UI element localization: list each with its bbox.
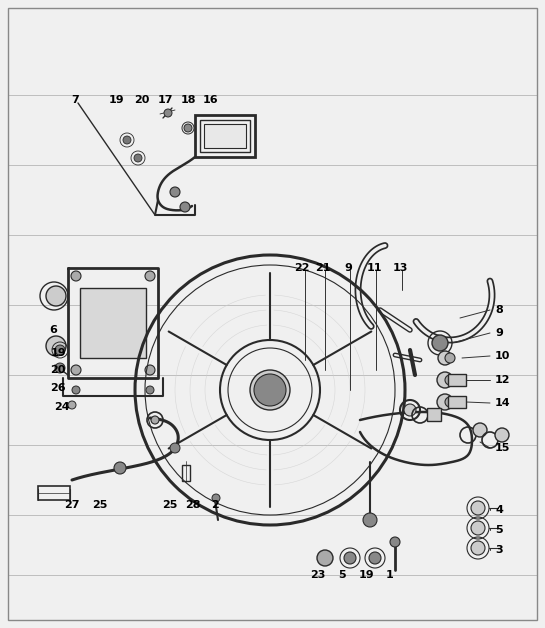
Circle shape	[164, 109, 172, 117]
Circle shape	[404, 404, 416, 416]
Text: 19: 19	[359, 570, 375, 580]
Text: 3: 3	[495, 545, 502, 555]
Circle shape	[114, 462, 126, 474]
Text: 9: 9	[495, 328, 503, 338]
Text: 17: 17	[158, 95, 173, 105]
Circle shape	[471, 541, 485, 555]
Circle shape	[445, 375, 455, 385]
Bar	[38, 486, 70, 500]
Circle shape	[184, 124, 192, 132]
Circle shape	[46, 336, 66, 356]
Circle shape	[134, 154, 142, 162]
Text: 19: 19	[109, 95, 125, 105]
Circle shape	[317, 550, 333, 566]
Circle shape	[55, 345, 65, 355]
Circle shape	[471, 521, 485, 535]
Circle shape	[46, 286, 66, 306]
Circle shape	[170, 187, 180, 197]
Circle shape	[344, 552, 356, 564]
Text: 24: 24	[54, 402, 70, 412]
Text: 16: 16	[202, 95, 218, 105]
Circle shape	[369, 552, 381, 564]
Circle shape	[212, 494, 220, 502]
Circle shape	[145, 271, 155, 281]
Circle shape	[151, 416, 159, 424]
Circle shape	[471, 501, 485, 515]
Text: 7: 7	[71, 95, 79, 105]
Circle shape	[123, 136, 131, 144]
Circle shape	[363, 513, 377, 527]
Circle shape	[254, 374, 286, 406]
Text: 21: 21	[315, 263, 331, 273]
Bar	[204, 124, 246, 148]
Text: 23: 23	[310, 570, 326, 580]
Text: 12: 12	[495, 375, 511, 385]
Circle shape	[55, 363, 65, 373]
Text: 25: 25	[162, 500, 178, 510]
Text: 27: 27	[64, 500, 80, 510]
Bar	[448, 396, 466, 408]
Circle shape	[68, 401, 76, 409]
Bar	[427, 408, 441, 421]
Text: 1: 1	[386, 570, 394, 580]
Circle shape	[71, 271, 81, 281]
Text: 26: 26	[50, 383, 66, 393]
Text: 2: 2	[211, 500, 219, 510]
Text: 19: 19	[50, 348, 66, 358]
Circle shape	[445, 353, 455, 363]
Circle shape	[437, 394, 453, 410]
Circle shape	[473, 423, 487, 437]
Circle shape	[250, 370, 290, 410]
Text: 20: 20	[134, 95, 150, 105]
Text: 15: 15	[495, 443, 510, 453]
Text: 25: 25	[92, 500, 108, 510]
Circle shape	[432, 335, 448, 351]
Circle shape	[495, 428, 509, 442]
Text: 9: 9	[344, 263, 352, 273]
Circle shape	[72, 386, 80, 394]
Text: 18: 18	[180, 95, 196, 105]
Text: 5: 5	[495, 525, 502, 535]
Bar	[448, 374, 466, 386]
Bar	[195, 115, 255, 157]
Circle shape	[437, 372, 453, 388]
Circle shape	[146, 386, 154, 394]
Text: 5: 5	[338, 570, 346, 580]
Circle shape	[180, 202, 190, 212]
Text: 22: 22	[294, 263, 310, 273]
Circle shape	[390, 537, 400, 547]
Circle shape	[71, 365, 81, 375]
Text: 4: 4	[495, 505, 503, 515]
Text: 13: 13	[392, 263, 408, 273]
Bar	[80, 288, 146, 358]
Text: 6: 6	[49, 325, 57, 335]
Bar	[182, 465, 190, 481]
Circle shape	[170, 443, 180, 453]
Circle shape	[438, 351, 452, 365]
Text: 10: 10	[495, 351, 510, 361]
Circle shape	[145, 365, 155, 375]
Text: 20: 20	[50, 365, 66, 375]
Bar	[200, 120, 250, 152]
Circle shape	[445, 397, 455, 407]
Text: 8: 8	[495, 305, 502, 315]
Text: 28: 28	[185, 500, 201, 510]
Text: 11: 11	[366, 263, 381, 273]
Text: 14: 14	[495, 398, 511, 408]
